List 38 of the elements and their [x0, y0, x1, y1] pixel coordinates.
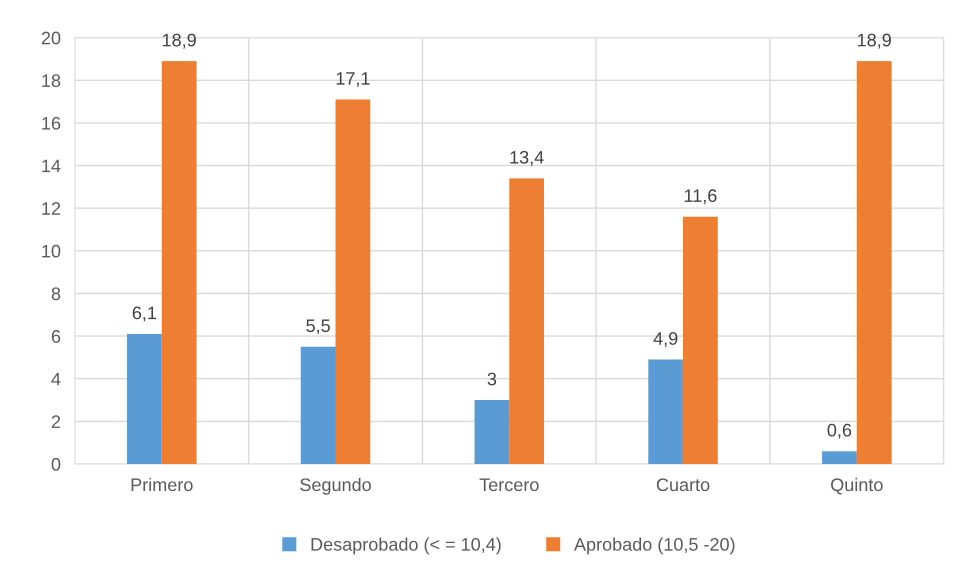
data-label: 11,6 [684, 189, 717, 204]
y-tick-label: 14 [42, 160, 60, 172]
bar [474, 400, 510, 464]
bar [162, 61, 197, 464]
x-tick-label: Segundo [300, 478, 371, 495]
data-label: 13,4 [510, 150, 544, 166]
data-label: 5,5 [306, 319, 330, 334]
x-tick-label: Tercero [480, 478, 539, 492]
data-label: 18,9 [162, 34, 196, 49]
y-tick-label: 2 [52, 415, 60, 428]
x-tick-label: Cuarto [656, 478, 710, 492]
bar [822, 451, 857, 464]
data-label: 4,9 [654, 332, 678, 348]
data-label: 6,1 [132, 306, 156, 322]
y-tick-label: 4 [51, 372, 60, 386]
y-tick-label: 0 [52, 458, 60, 471]
legend-label: Aprobado (10,5 -20) [574, 537, 734, 554]
y-tick-label: 6 [52, 330, 60, 343]
bar [683, 216, 718, 464]
bar [648, 360, 684, 464]
x-tick-label: Quinto [831, 478, 883, 494]
data-label: 18,9 [858, 34, 891, 49]
y-tick-label: 18 [42, 74, 60, 88]
bar [336, 100, 370, 464]
bar [300, 346, 336, 464]
data-label: 17,1 [336, 72, 370, 87]
y-tick-label: 12 [42, 202, 60, 215]
bar [127, 334, 162, 464]
y-tick-label: 8 [52, 287, 60, 300]
bar [856, 61, 892, 464]
x-tick-label: Primero [132, 478, 193, 492]
data-label: 3 [488, 372, 496, 386]
y-tick-label: 20 [42, 32, 60, 44]
y-tick-label: 16 [42, 116, 60, 130]
data-label: 0,6 [828, 424, 852, 439]
bar [509, 178, 544, 464]
legend-label: Desaprobado (< = 10,4) [312, 537, 501, 554]
y-tick-label: 10 [42, 244, 60, 258]
